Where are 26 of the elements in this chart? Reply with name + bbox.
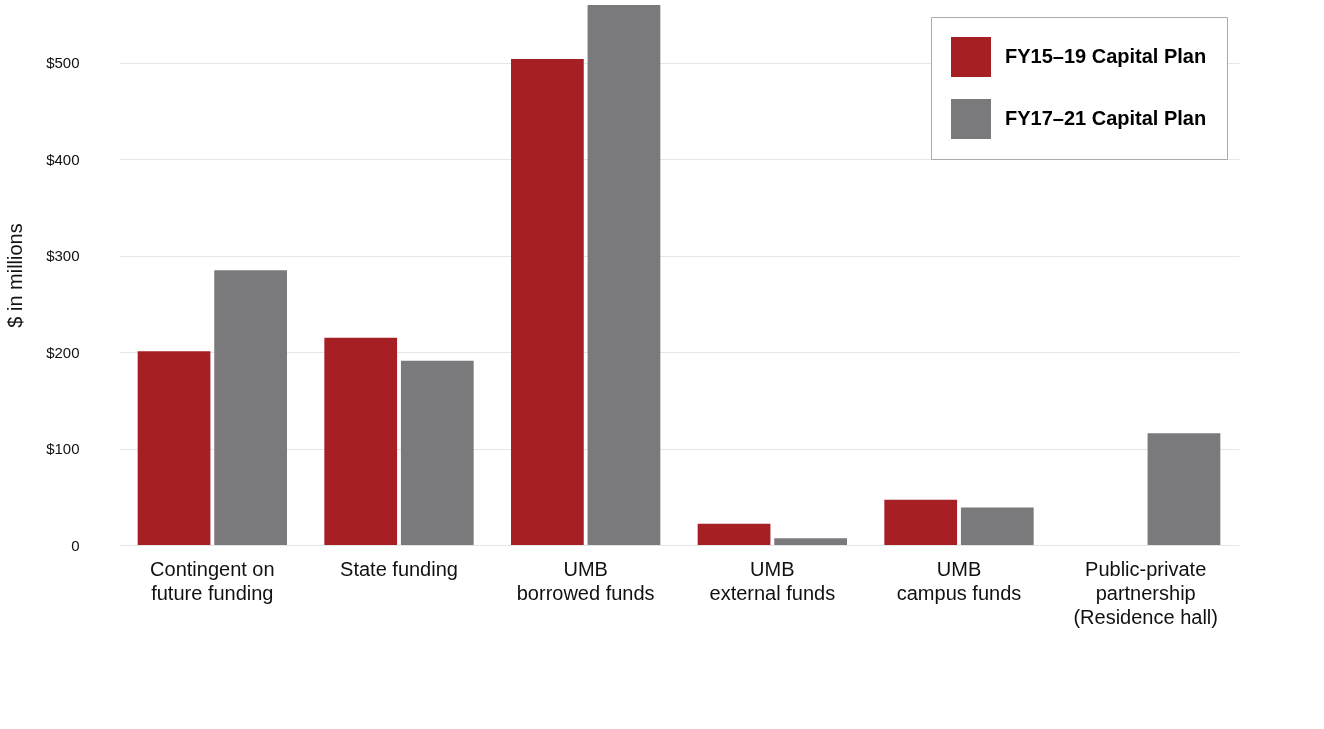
x-tick-label: UMB campus funds: [896, 557, 1022, 604]
y-tick-label: $200: [46, 343, 80, 361]
bar: [400, 360, 474, 545]
y-tick-label: $500: [46, 54, 80, 72]
bar: [137, 351, 211, 545]
x-tick-label: Public-private partnership (Residence hall): [1073, 557, 1218, 628]
bar: [511, 59, 584, 545]
legend-label: FY17–21 Capital Plan: [1005, 107, 1207, 129]
y-tick-label: 0: [71, 536, 80, 554]
bar: [960, 507, 1034, 545]
bar: [884, 499, 958, 545]
bar: [587, 5, 661, 545]
y-tick-label: $300: [46, 247, 80, 265]
x-tick-label: State funding: [340, 557, 458, 580]
y-axis-title: $ in millions: [4, 223, 27, 328]
bar: [1147, 433, 1221, 545]
bar: [697, 523, 771, 545]
bar: [214, 270, 287, 545]
y-tick-label: $100: [46, 440, 80, 458]
x-tick-label: Contingent on future funding: [150, 557, 275, 604]
bar: [774, 538, 847, 545]
x-tick-label: UMB external funds: [709, 557, 836, 604]
x-tick-label: UMB borrowed funds: [516, 557, 655, 604]
y-tick-label: $400: [46, 150, 80, 168]
bar: [324, 337, 398, 545]
legend-label: FY15–19 Capital Plan: [1005, 45, 1207, 67]
